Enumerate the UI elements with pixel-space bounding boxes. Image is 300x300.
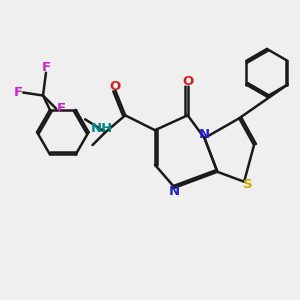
Text: N: N	[199, 128, 210, 141]
Text: F: F	[14, 86, 23, 99]
Text: F: F	[56, 102, 65, 115]
Text: NH: NH	[90, 122, 112, 135]
Text: S: S	[243, 178, 253, 191]
Text: O: O	[182, 75, 193, 88]
Text: N: N	[169, 185, 180, 198]
Text: F: F	[41, 61, 50, 74]
Text: O: O	[110, 80, 121, 93]
